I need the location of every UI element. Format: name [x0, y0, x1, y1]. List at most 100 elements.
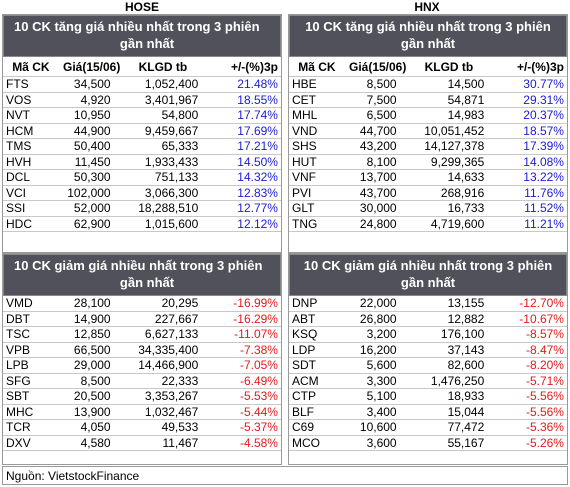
change-cell: 11.52% [524, 201, 564, 215]
symbol-cell: SSI [6, 201, 26, 215]
symbol-cell: CET [292, 92, 316, 107]
price-cell: 5,600 [366, 358, 397, 372]
change-cell: -5.26% [525, 435, 564, 450]
table-row: LPB 29,000 14,466,900 -7.05% [3, 358, 281, 374]
change-cell: 12.12% [237, 216, 278, 231]
title-line-2: gần nhất [119, 275, 175, 290]
volume-cell: 3,066,300 [144, 185, 199, 200]
price-cell: 8,100 [366, 154, 397, 169]
change-cell: 13.22% [523, 170, 564, 184]
table-row: DBT 14,900 227,667 -16.29% [3, 311, 281, 327]
symbol-cell: LPB [6, 358, 29, 372]
volume-cell: 1,032,467 [144, 404, 199, 419]
col-change: +/-(%)3p [230, 60, 278, 74]
volume-cell: 18,933 [447, 389, 485, 403]
table-row: VPB 66,500 34,335,400 -7.38% [3, 342, 281, 358]
table-row: DCL 50,300 751,133 14.32% [3, 170, 281, 186]
price-cell: 28,100 [73, 296, 111, 310]
symbol-cell: VPB [6, 342, 31, 357]
col-symbol: Mã CK [298, 60, 336, 74]
hose-losers-title: 10 CK giảm giá nhiều nhất trong 3 phiên … [3, 254, 281, 296]
table-row: BLF 3,400 15,044 -5.56% [289, 405, 567, 420]
symbol-cell: HCM [6, 123, 34, 138]
change-cell: -10.67% [519, 311, 564, 326]
symbol-cell: HUT [292, 154, 317, 169]
volume-cell: 14,633 [447, 170, 485, 184]
table-row: GLT 30,000 16,733 11.52% [289, 201, 567, 217]
symbol-cell: SBT [6, 389, 30, 403]
volume-cell: 16,733 [447, 201, 485, 215]
volume-cell: 13,155 [447, 296, 485, 310]
price-cell: 44,700 [359, 123, 397, 138]
title-line-2: gần nhất [400, 275, 456, 290]
hose-losers-panel: 10 CK giảm giá nhiều nhất trong 3 phiên … [2, 253, 282, 465]
table-row: MHL 6,500 14,983 20.37% [289, 108, 567, 124]
volume-cell: 3,401,967 [144, 92, 199, 107]
symbol-cell: SHS [292, 139, 317, 153]
price-cell: 30,000 [359, 201, 397, 215]
volume-cell: 9,459,667 [144, 123, 199, 138]
volume-cell: 4,719,600 [430, 216, 485, 231]
volume-cell: 1,476,250 [430, 373, 485, 388]
change-cell: 17.69% [237, 123, 278, 138]
table-row: ABT 26,800 12,882 -10.67% [289, 311, 567, 327]
volume-cell: 65,333 [161, 139, 199, 153]
change-cell: -5.44% [239, 404, 278, 419]
symbol-cell: VNF [292, 170, 316, 184]
table-row: HBE 8,500 14,500 30.77% [289, 77, 567, 93]
price-cell: 6,500 [366, 108, 397, 122]
change-cell: 12.77% [237, 201, 278, 215]
hose-label: HOSE [124, 0, 159, 14]
change-cell: -5.71% [525, 373, 564, 388]
hose-losers-rows: VMD 28,100 20,295 -16.99% DBT 14,900 227,667 -1… [3, 296, 281, 451]
symbol-cell: TSC [6, 327, 30, 341]
volume-cell: 12,882 [447, 311, 485, 326]
price-cell: 4,050 [80, 420, 111, 434]
symbol-cell: SFG [6, 373, 31, 388]
price-cell: 102,000 [67, 185, 111, 200]
hose-gainers-rows: FTS 34,500 1,052,400 21.48% VOS 4,920 3,401,96… [3, 77, 281, 232]
change-cell: 18.57% [523, 123, 564, 138]
table-row: SDT 5,600 82,600 -8.20% [289, 358, 567, 374]
change-cell: 11.21% [524, 216, 564, 231]
table-row: ACM 3,300 1,476,250 -5.71% [289, 373, 567, 389]
volume-cell: 227,667 [154, 311, 199, 326]
price-cell: 43,200 [359, 139, 397, 153]
col-change: +/-(%)3p [516, 60, 564, 74]
table-row: HDC 62,900 1,015,600 12.12% [3, 216, 281, 232]
symbol-cell: VMD [6, 296, 33, 310]
table-row: SHS 43,200 14,127,378 17.39% [289, 139, 567, 155]
price-cell: 20,500 [73, 389, 111, 403]
table-row: VND 44,700 10,051,452 18.57% [289, 123, 567, 139]
price-cell: 10,600 [359, 420, 397, 434]
price-cell: 10,950 [73, 108, 111, 122]
change-cell: 17.39% [523, 139, 564, 153]
volume-cell: 751,133 [154, 170, 199, 184]
price-cell: 7,500 [366, 92, 397, 107]
change-cell: -16.29% [233, 311, 278, 326]
table-row: SFG 8,500 22,333 -6.49% [3, 373, 281, 389]
hnx-label: HNX [414, 0, 440, 14]
symbol-cell: KSQ [292, 327, 318, 341]
symbol-cell: NVT [6, 108, 30, 122]
price-cell: 43,700 [359, 185, 397, 200]
change-cell: -16.99% [233, 296, 278, 310]
symbol-cell: VOS [6, 92, 32, 107]
col-price: Giá(15/06) [62, 60, 121, 74]
price-cell: 34,500 [73, 77, 111, 91]
change-cell: -7.05% [239, 358, 278, 372]
change-cell: 18.55% [237, 92, 278, 107]
hnx-gainers-panel: 10 CK tăng giá nhiều nhất trong 3 phiên … [288, 14, 568, 253]
table-row: FTS 34,500 1,052,400 21.48% [3, 77, 281, 93]
symbol-cell: LDP [292, 342, 316, 357]
change-cell: 14.32% [237, 170, 278, 184]
symbol-cell: MHC [6, 404, 34, 419]
change-cell: -7.38% [239, 342, 278, 357]
hnx-losers-panel: 10 CK giảm giá nhiều nhất trong 3 phiên … [288, 253, 568, 465]
col-price: Giá(15/06) [348, 60, 407, 74]
table-row: MCO 3,600 55,167 -5.26% [289, 435, 567, 451]
symbol-cell: HDC [6, 216, 32, 231]
table-row: TMS 50,400 65,333 17.21% [3, 139, 281, 155]
volume-cell: 268,916 [440, 185, 485, 200]
volume-cell: 14,466,900 [138, 358, 199, 372]
